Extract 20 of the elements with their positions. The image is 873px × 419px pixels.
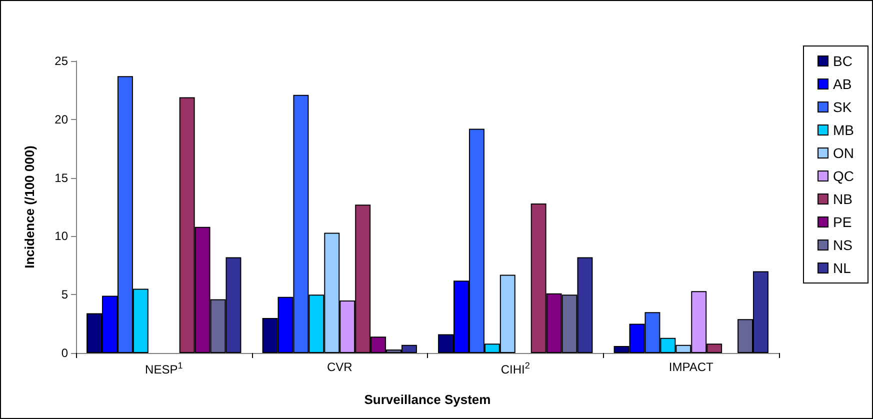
legend-label: BC — [833, 53, 852, 69]
legend-label: NS — [833, 237, 852, 253]
y-tick-label: 5 — [61, 288, 68, 302]
legend-label: MB — [833, 122, 854, 138]
y-tick-label: 25 — [54, 54, 68, 68]
y-tick-label: 10 — [54, 229, 68, 244]
y-tick-label: 0 — [61, 346, 68, 360]
legend-label: SK — [833, 99, 852, 115]
legend-label: QC — [833, 168, 854, 184]
y-tick-label: 20 — [54, 112, 68, 126]
legend-label: AB — [833, 76, 852, 92]
x-axis-title: Surveillance System — [364, 392, 491, 407]
x-tick-label: IMPACT — [668, 360, 714, 374]
x-tick-label: CVR — [326, 360, 353, 374]
legend-label: ON — [833, 145, 854, 161]
y-tick-label: 15 — [54, 170, 68, 185]
legend-label: NB — [833, 191, 852, 207]
y-axis-title: Incidence (/100 000) — [22, 146, 37, 268]
legend-label: NL — [833, 260, 852, 276]
legend-label: PE — [833, 214, 852, 230]
